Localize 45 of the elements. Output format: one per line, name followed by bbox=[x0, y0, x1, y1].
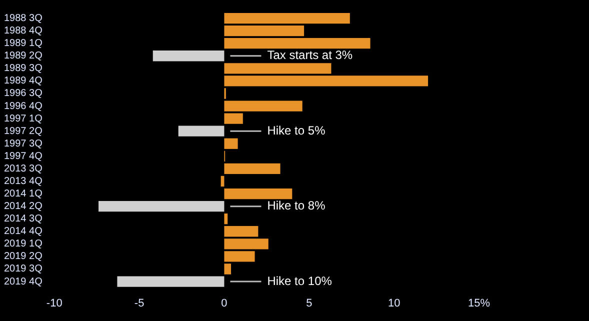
y-tick-label: 1989 2Q bbox=[4, 50, 43, 62]
x-tick-label: -10 bbox=[46, 297, 62, 310]
y-tick-label: 2013 3Q bbox=[4, 163, 43, 174]
bar bbox=[224, 63, 332, 74]
annotation: Hike to 10% bbox=[267, 274, 332, 288]
bar bbox=[224, 12, 350, 24]
y-tick-label: 2013 4Q bbox=[4, 176, 43, 187]
y-tick-label: 1996 4Q bbox=[4, 100, 43, 112]
bar bbox=[224, 38, 370, 49]
y-tick-label: 1997 1Q bbox=[4, 113, 43, 124]
y-tick-label: 1997 3Q bbox=[4, 138, 43, 150]
annotation: Tax starts at 3% bbox=[267, 48, 353, 62]
bar bbox=[178, 126, 224, 136]
y-tick-label: 2019 3Q bbox=[4, 264, 43, 275]
y-tick-label: 2014 3Q bbox=[4, 214, 43, 225]
y-tick-label: 2019 4Q bbox=[4, 276, 43, 288]
x-tick-label: 5 bbox=[306, 297, 312, 310]
y-tick-label: 2019 1Q bbox=[4, 238, 43, 250]
bar bbox=[117, 276, 224, 287]
bar bbox=[224, 188, 292, 200]
x-tick-label: -5 bbox=[134, 297, 144, 310]
y-tick-label: 2014 1Q bbox=[4, 188, 43, 200]
y-tick-label: 1997 4Q bbox=[4, 150, 43, 162]
annotation: Hike to 5% bbox=[267, 123, 326, 138]
y-tick-label: 1989 3Q bbox=[4, 63, 43, 74]
y-tick-label: 1988 4Q bbox=[4, 26, 43, 37]
y-tick-label: 1989 1Q bbox=[4, 38, 43, 50]
y-tick-label: 2014 2Q bbox=[4, 201, 43, 212]
bar bbox=[98, 200, 224, 212]
bar bbox=[224, 214, 228, 224]
annotation: Hike to 8% bbox=[267, 198, 326, 213]
y-tick-label: 2019 2Q bbox=[4, 251, 43, 262]
y-tick-label: 1996 3Q bbox=[4, 88, 43, 100]
y-tick-label: 1988 3Q bbox=[4, 13, 43, 24]
bar bbox=[224, 138, 238, 149]
x-tick-label: 10 bbox=[388, 297, 400, 310]
y-tick-label: 1989 4Q bbox=[4, 76, 43, 87]
bar bbox=[152, 50, 224, 62]
bar bbox=[224, 163, 280, 174]
bar bbox=[224, 25, 304, 36]
bar bbox=[224, 226, 258, 237]
x-tick-label: 0 bbox=[221, 297, 228, 310]
x-tick-label: 15% bbox=[468, 297, 490, 310]
y-tick-label: 2014 4Q bbox=[4, 226, 43, 238]
y-tick-label: 1997 2Q bbox=[4, 126, 43, 137]
